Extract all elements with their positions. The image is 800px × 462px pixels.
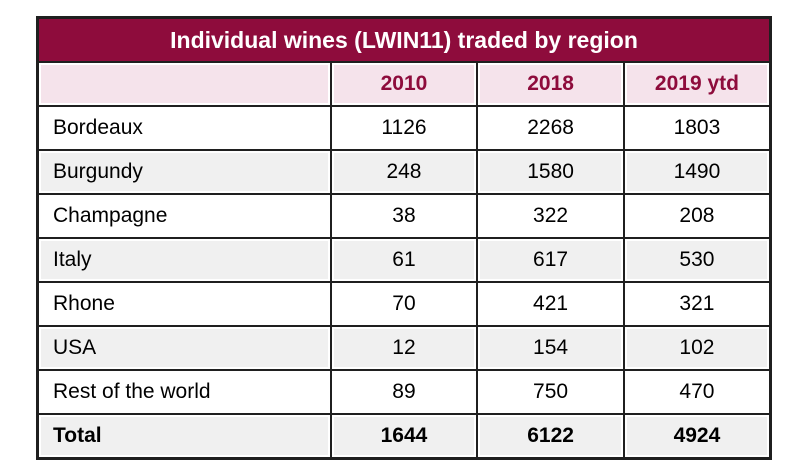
title-row: Individual wines (LWIN11) traded by regi… (36, 16, 772, 63)
region-cell: Rhone (36, 281, 332, 327)
region-cell: Burgundy (36, 149, 332, 195)
region-cell: Bordeaux (36, 105, 332, 151)
value-cell-2019-ytd: 102 (622, 325, 772, 371)
value-cell-2019-ytd: 1803 (622, 105, 772, 151)
table-row-burgundy: Burgundy 248 1580 1490 (36, 149, 772, 195)
region-cell: Italy (36, 237, 332, 283)
table-row-rhone: Rhone 70 421 321 (36, 281, 772, 327)
table-row-rest-of-the-world: Rest of the world 89 750 470 (36, 369, 772, 415)
region-cell: Champagne (36, 193, 332, 239)
value-cell-2018: 421 (476, 281, 625, 327)
value-cell-2010: 12 (329, 325, 479, 371)
value-cell-2010: 89 (329, 369, 479, 415)
table-body: Bordeaux 1126 2268 1803 Burgundy 248 1580 1490 C… (36, 105, 772, 460)
value-cell-2010: 248 (329, 149, 479, 195)
value-cell-2010: 1644 (329, 413, 479, 460)
value-cell-2018: 617 (476, 237, 625, 283)
value-cell-2019-ytd: 208 (622, 193, 772, 239)
value-cell-2018: 154 (476, 325, 625, 371)
column-header-2019-ytd: 2019 ytd (622, 61, 772, 107)
region-cell: Rest of the world (36, 369, 332, 415)
table-row-bordeaux: Bordeaux 1126 2268 1803 (36, 105, 772, 151)
value-cell-2018: 322 (476, 193, 625, 239)
value-cell-2019-ytd: 321 (622, 281, 772, 327)
value-cell-2018: 1580 (476, 149, 625, 195)
wine-trade-table: Individual wines (LWIN11) traded by regi… (36, 16, 772, 460)
value-cell-2019-ytd: 4924 (622, 413, 772, 460)
value-cell-2010: 70 (329, 281, 479, 327)
column-header-2010: 2010 (329, 61, 479, 107)
value-cell-2018: 750 (476, 369, 625, 415)
value-cell-2018: 6122 (476, 413, 625, 460)
value-cell-2019-ytd: 530 (622, 237, 772, 283)
table-row-italy: Italy 61 617 530 (36, 237, 772, 283)
region-cell: Total (36, 413, 332, 460)
table-title: Individual wines (LWIN11) traded by regi… (36, 16, 772, 63)
column-header-row: 2010 2018 2019 ytd (36, 61, 772, 107)
value-cell-2018: 2268 (476, 105, 625, 151)
value-cell-2019-ytd: 1490 (622, 149, 772, 195)
total-row: Total 1644 6122 4924 (36, 413, 772, 460)
value-cell-2010: 38 (329, 193, 479, 239)
table-row-usa: USA 12 154 102 (36, 325, 772, 371)
value-cell-2010: 61 (329, 237, 479, 283)
value-cell-2010: 1126 (329, 105, 479, 151)
region-column-header (36, 61, 332, 107)
column-header-2018: 2018 (476, 61, 625, 107)
value-cell-2019-ytd: 470 (622, 369, 772, 415)
table-row-champagne: Champagne 38 322 208 (36, 193, 772, 239)
region-cell: USA (36, 325, 332, 371)
